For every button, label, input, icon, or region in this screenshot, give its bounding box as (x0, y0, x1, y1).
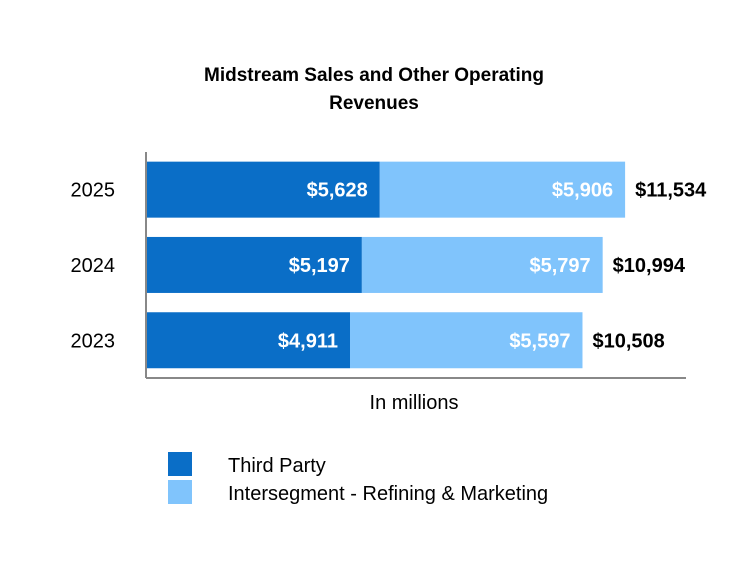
total-label-2023: $10,508 (592, 330, 664, 352)
legend-label-intersegment: Intersegment - Refining & Marketing (228, 483, 548, 505)
bar-third-party-2023 (146, 312, 350, 369)
legend: Third Party Intersegment - Refining & Mar… (168, 452, 548, 505)
bar-value-label-third-party-2024: $5,197 (289, 255, 350, 277)
chart-title-line-2: Revenues (329, 93, 419, 114)
bar-value-label-intersegment-2023: $5,597 (509, 330, 570, 352)
bar-intersegment-2025 (379, 161, 626, 218)
legend-label-third-party: Third Party (228, 455, 326, 477)
bar-intersegment-2024 (361, 236, 603, 293)
total-label-2025: $11,534 (635, 180, 707, 202)
bar-value-label-intersegment-2025: $5,906 (552, 180, 613, 202)
x-axis-label: In millions (370, 392, 459, 414)
category-label-2024: 2024 (71, 255, 116, 277)
category-label-2025: 2025 (71, 180, 116, 202)
category-label-2023: 2023 (71, 330, 116, 352)
total-label-2024: $10,994 (613, 255, 686, 277)
bar-third-party-2025 (146, 161, 380, 218)
bar-third-party-2024 (146, 236, 362, 293)
bar-value-label-third-party-2023: $4,911 (278, 330, 338, 352)
bar-value-label-third-party-2025: $5,628 (307, 180, 368, 202)
bars-group: 2025 $5,628 $5,906 $11,534 2024 $5,197 $5,797 $… (71, 161, 707, 369)
legend-swatch-intersegment (168, 480, 192, 504)
bar-intersegment-2023 (349, 312, 583, 369)
legend-swatch-third-party (168, 452, 192, 476)
bar-value-label-intersegment-2024: $5,797 (530, 255, 591, 277)
chart-title-line-1: Midstream Sales and Other Operating (204, 65, 544, 86)
